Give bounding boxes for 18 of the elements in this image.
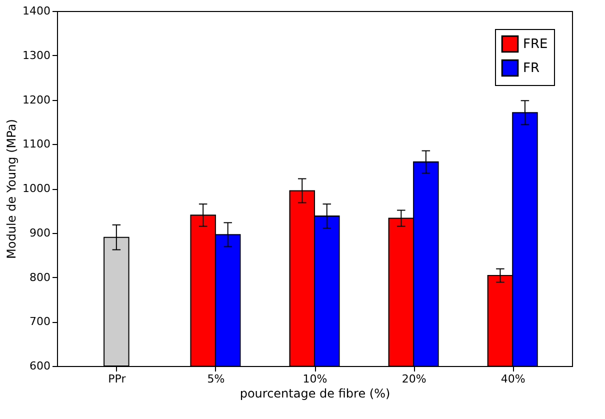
x-tick-label: PPr — [108, 372, 126, 386]
y-tick-label: 900 — [30, 226, 50, 240]
legend-label: FRE — [523, 37, 548, 52]
y-tick-label: 1100 — [22, 138, 50, 151]
y-axis-title: Module de Young (MPa) — [4, 119, 19, 259]
x-axis-title: pourcentage de fibre (%) — [240, 386, 390, 400]
y-tick-label: 1200 — [22, 93, 50, 106]
x-tick-label: 5% — [207, 372, 225, 386]
x-tick-label: 10% — [302, 372, 328, 386]
x-tick-label: 20% — [402, 372, 426, 386]
y-tick-label: 700 — [30, 315, 50, 328]
legend-label: FR — [523, 61, 540, 76]
y-tick-label: 600 — [30, 360, 50, 372]
y-tick-label: 1400 — [22, 4, 50, 18]
y-tick-label: 1300 — [22, 48, 50, 62]
y-tick-label: 1000 — [22, 182, 50, 195]
y-tick-label: 800 — [30, 270, 50, 284]
x-tick-label: 40% — [500, 372, 526, 386]
